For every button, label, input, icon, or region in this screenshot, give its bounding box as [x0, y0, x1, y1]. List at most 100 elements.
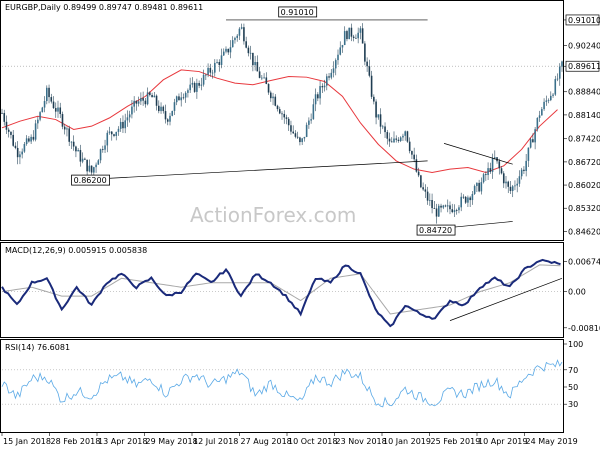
candle-body: [110, 131, 113, 135]
candle-body: [547, 100, 550, 101]
candle-body: [399, 137, 402, 141]
candle-body: [292, 131, 294, 134]
price-axis: 0.91010 0.90240 0.89611 0.88840 0.88140 0.874…: [563, 14, 600, 236]
candle-body: [202, 74, 205, 85]
candle-body: [294, 133, 297, 137]
candle-body: [90, 165, 93, 173]
candle-body: [205, 74, 207, 76]
candle-body: [95, 164, 97, 168]
candle-body: [473, 186, 476, 194]
candle-body: [276, 105, 279, 110]
candle-body: [352, 36, 355, 38]
candle-body: [296, 136, 299, 138]
price-axis-label: 0.86720: [568, 158, 600, 167]
sma-line: [1, 69, 558, 174]
candle-body: [420, 175, 422, 188]
candle-body: [532, 139, 534, 143]
candle-body: [229, 47, 232, 53]
candle-body: [299, 137, 301, 143]
price-axis-label: 0.86020: [568, 181, 600, 190]
candle-body: [126, 117, 129, 121]
candle-body: [50, 97, 53, 102]
candle-body: [59, 107, 62, 115]
candle-body: [330, 72, 333, 78]
price-trendline: [94, 160, 428, 180]
candle-body: [301, 138, 303, 143]
candle-body: [471, 193, 474, 201]
candle-body: [440, 205, 442, 208]
candle-body: [489, 168, 492, 172]
candle-body: [518, 176, 521, 184]
price-axis-label: 0.88840: [568, 88, 600, 97]
candle-body: [382, 126, 384, 128]
candle-body: [359, 28, 362, 33]
candle-body: [384, 126, 386, 133]
price-trendline-layer: [94, 19, 513, 229]
candle-body: [3, 113, 6, 122]
macd-line: [1, 258, 561, 328]
macd-axis-label: 0.00: [568, 288, 586, 297]
annotation-label: 0.91010: [281, 8, 314, 17]
candle-body: [476, 182, 478, 187]
candle-body: [124, 120, 126, 129]
candle-body: [261, 77, 263, 79]
candle-body: [72, 141, 75, 147]
candle-body: [464, 196, 467, 203]
rsi-level-layer: [2, 369, 562, 405]
candle-body: [171, 110, 174, 116]
candle-body: [523, 169, 525, 171]
candle-body: [270, 92, 272, 99]
candle-body: [444, 205, 447, 207]
candle-body: [218, 62, 221, 65]
candle-body: [25, 138, 28, 145]
candle-body: [135, 100, 138, 104]
candle-body: [451, 209, 454, 213]
candle-body: [317, 94, 319, 99]
candle-body: [478, 182, 480, 192]
candle-body: [404, 131, 406, 136]
candle-body: [182, 97, 185, 99]
rsi-axis-label: 50: [568, 383, 578, 392]
candle-body: [14, 145, 17, 148]
candle-body: [556, 78, 559, 80]
candle-body: [480, 182, 483, 192]
candle-body: [334, 60, 337, 69]
candle-body: [366, 61, 368, 67]
candle-body: [550, 95, 552, 101]
candle-body: [245, 41, 247, 48]
candle-body: [312, 104, 315, 120]
candle-body: [429, 200, 431, 201]
candle-body: [146, 92, 149, 105]
candle-body: [254, 62, 256, 66]
candle-body: [149, 92, 151, 95]
candle-body: [364, 43, 366, 62]
annotation-box: [416, 224, 456, 236]
annotation-label: 0.84720: [419, 226, 452, 235]
candle-body: [175, 96, 178, 103]
candle-body: [61, 114, 64, 127]
candle-body: [290, 125, 292, 132]
macd-axis: 0.006745 0.00 -0.008109: [563, 258, 600, 333]
candle-body: [16, 147, 19, 158]
candle-body: [538, 115, 541, 118]
rsi-pane-title: RSI(14) 76.6081: [5, 343, 70, 352]
rsi-axis-label: 70: [568, 366, 578, 375]
candle-body: [220, 55, 223, 65]
candle-body: [494, 157, 496, 159]
candle-body: [386, 132, 389, 139]
candle-body: [41, 107, 44, 113]
candle-body: [449, 205, 451, 210]
candle-body: [355, 37, 357, 39]
candle-body: [63, 126, 66, 130]
candle-body: [343, 31, 346, 46]
candle-body: [500, 168, 503, 174]
candle-body: [104, 145, 106, 150]
x-axis-label: 12 Jul 2018: [193, 437, 238, 446]
candle-body: [397, 139, 400, 141]
candle-body: [393, 138, 395, 143]
candle-body: [108, 131, 111, 133]
candle-body: [319, 86, 321, 99]
candle-body: [211, 72, 214, 74]
candle-body: [446, 205, 449, 207]
candle-body: [455, 210, 458, 211]
